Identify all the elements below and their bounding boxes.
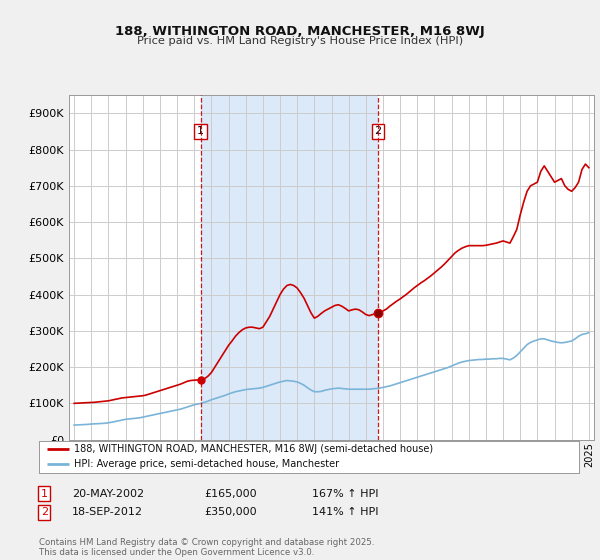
Text: 2: 2 [374, 127, 382, 137]
Text: £165,000: £165,000 [204, 489, 257, 499]
Text: 188, WITHINGTON ROAD, MANCHESTER, M16 8WJ (semi-detached house): 188, WITHINGTON ROAD, MANCHESTER, M16 8W… [74, 445, 433, 455]
Text: 167% ↑ HPI: 167% ↑ HPI [312, 489, 379, 499]
Text: Contains HM Land Registry data © Crown copyright and database right 2025.
This d: Contains HM Land Registry data © Crown c… [39, 538, 374, 557]
Text: 18-SEP-2012: 18-SEP-2012 [72, 507, 143, 517]
Text: 1: 1 [41, 489, 48, 499]
Text: 141% ↑ HPI: 141% ↑ HPI [312, 507, 379, 517]
Bar [200, 95, 378, 440]
Text: £350,000: £350,000 [204, 507, 257, 517]
Text: Price paid vs. HM Land Registry's House Price Index (HPI): Price paid vs. HM Land Registry's House … [137, 36, 463, 46]
Text: HPI: Average price, semi-detached house, Manchester: HPI: Average price, semi-detached house,… [74, 459, 339, 469]
Text: 1: 1 [197, 127, 204, 137]
Text: 188, WITHINGTON ROAD, MANCHESTER, M16 8WJ: 188, WITHINGTON ROAD, MANCHESTER, M16 8W… [115, 25, 485, 38]
Text: 2: 2 [41, 507, 48, 517]
Text: 20-MAY-2002: 20-MAY-2002 [72, 489, 144, 499]
